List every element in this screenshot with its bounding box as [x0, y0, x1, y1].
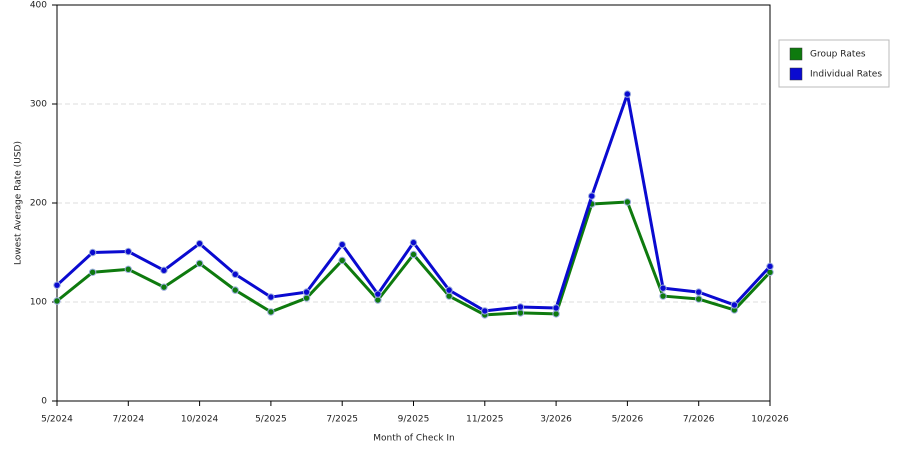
- data-point: [588, 192, 596, 200]
- data-point: [374, 290, 382, 298]
- data-point: [267, 308, 275, 316]
- data-point: [766, 262, 774, 271]
- x-tick-label: 9/2025: [398, 415, 430, 425]
- data-point: [88, 268, 97, 276]
- data-point: [53, 297, 61, 305]
- x-tick-label: 10/2026: [751, 415, 789, 425]
- x-tick-label: 7/2025: [326, 415, 358, 425]
- data-point: [124, 265, 133, 274]
- data-point: [623, 198, 632, 206]
- data-point: [338, 256, 346, 265]
- data-point: [124, 247, 133, 256]
- y-tick-label: 400: [30, 1, 47, 11]
- data-point: [231, 286, 239, 294]
- legend-swatch: [789, 47, 803, 61]
- data-point: [302, 288, 311, 296]
- y-tick-label: 200: [30, 199, 47, 209]
- data-point: [53, 281, 61, 289]
- data-point: [267, 293, 275, 301]
- x-tick-label: 5/2025: [255, 415, 287, 425]
- x-tick-label: 5/2026: [612, 415, 644, 425]
- y-tick-label: 100: [30, 298, 47, 308]
- data-point: [623, 90, 632, 98]
- x-tick-label: 5/2024: [41, 415, 73, 425]
- data-point: [195, 239, 204, 248]
- data-point: [695, 288, 703, 296]
- data-point: [231, 270, 239, 278]
- x-tick-label: 7/2024: [112, 415, 144, 425]
- y-axis-label: Lowest Average Rate (USD): [14, 141, 24, 265]
- data-point: [338, 240, 346, 249]
- data-point: [695, 295, 703, 303]
- data-point: [409, 250, 418, 259]
- data-point: [195, 259, 204, 268]
- legend-label: Individual Rates: [810, 70, 882, 80]
- x-tick-label: 10/2024: [181, 415, 219, 425]
- data-point: [88, 248, 97, 257]
- data-point: [409, 238, 418, 247]
- data-point: [445, 286, 453, 294]
- data-point: [730, 301, 739, 309]
- x-tick-label: 11/2025: [466, 415, 503, 425]
- data-point: [481, 307, 489, 315]
- data-point: [160, 283, 168, 291]
- x-axis-label: Month of Check In: [373, 434, 455, 444]
- x-tick-label: 3/2026: [540, 415, 572, 425]
- y-tick-label: 0: [41, 397, 47, 407]
- data-point: [552, 304, 560, 312]
- x-tick-label: 7/2026: [683, 415, 715, 425]
- data-point: [160, 266, 168, 275]
- legend-swatch: [789, 67, 803, 81]
- data-point: [659, 292, 667, 300]
- legend-label: Group Rates: [810, 50, 866, 60]
- data-point: [659, 284, 667, 292]
- data-point: [516, 303, 525, 311]
- y-tick-label: 300: [30, 100, 47, 110]
